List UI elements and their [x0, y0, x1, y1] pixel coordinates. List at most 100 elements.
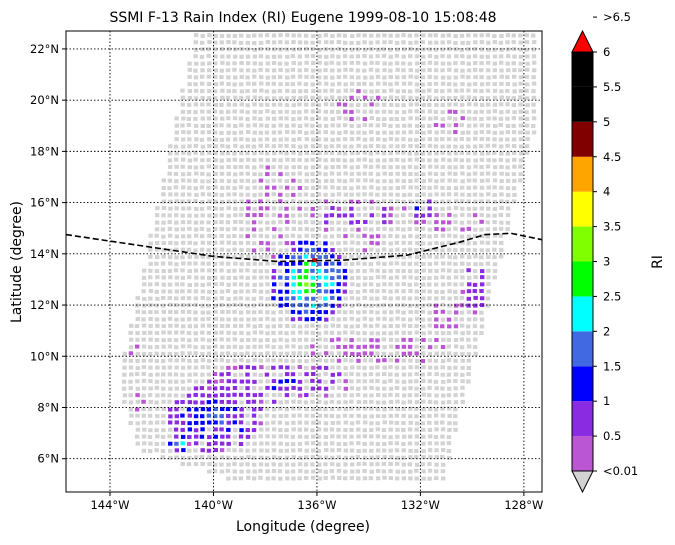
no-rain-pixel: [246, 317, 251, 322]
no-rain-pixel: [141, 420, 147, 425]
rain-pixel: [226, 400, 231, 405]
no-rain-pixel: [291, 420, 296, 425]
no-rain-pixel: [375, 303, 381, 308]
no-rain-pixel: [193, 365, 199, 370]
no-rain-pixel: [219, 75, 224, 80]
no-rain-pixel: [343, 462, 348, 467]
no-rain-pixel: [446, 400, 452, 405]
no-rain-pixel: [316, 185, 322, 190]
no-rain-pixel: [278, 96, 284, 101]
no-rain-pixel: [194, 282, 199, 287]
no-rain-pixel: [453, 317, 458, 322]
no-rain-pixel: [453, 137, 458, 142]
no-rain-pixel: [206, 365, 211, 370]
no-rain-pixel: [473, 262, 478, 267]
no-rain-pixel: [408, 109, 413, 114]
no-rain-pixel: [342, 317, 348, 322]
no-rain-pixel: [525, 103, 530, 108]
rain-pixel: [362, 117, 368, 122]
no-rain-pixel: [233, 95, 238, 100]
no-rain-pixel: [134, 371, 140, 376]
no-rain-pixel: [447, 255, 452, 260]
no-rain-pixel: [375, 296, 380, 301]
no-rain-pixel: [381, 331, 387, 336]
no-rain-pixel: [440, 282, 446, 287]
no-rain-pixel: [304, 233, 309, 238]
no-rain-pixel: [265, 179, 270, 184]
no-rain-pixel: [421, 143, 426, 148]
no-rain-pixel: [401, 199, 406, 204]
no-rain-pixel: [323, 88, 328, 93]
no-rain-pixel: [316, 75, 322, 80]
no-rain-pixel: [239, 469, 244, 474]
no-rain-pixel: [382, 420, 387, 425]
rain-pixel: [479, 296, 485, 301]
no-rain-pixel: [505, 81, 511, 86]
no-rain-pixel: [505, 95, 511, 100]
no-rain-pixel: [349, 130, 355, 135]
rain-pixel: [239, 407, 244, 412]
no-rain-pixel: [336, 164, 341, 169]
no-rain-pixel: [356, 406, 361, 411]
no-rain-pixel: [342, 123, 348, 128]
no-rain-pixel: [199, 151, 205, 156]
no-rain-pixel: [446, 337, 452, 342]
no-rain-pixel: [363, 276, 368, 281]
no-rain-pixel: [433, 407, 439, 412]
no-rain-pixel: [394, 393, 400, 398]
rain-pixel: [337, 372, 342, 377]
no-rain-pixel: [194, 254, 199, 259]
no-rain-pixel: [337, 81, 342, 86]
no-rain-pixel: [486, 75, 491, 80]
no-rain-pixel: [290, 442, 296, 447]
no-rain-pixel: [362, 295, 367, 300]
no-rain-pixel: [388, 358, 393, 363]
no-rain-pixel: [161, 317, 166, 322]
no-rain-pixel: [512, 192, 517, 197]
rain-pixel: [323, 199, 329, 204]
no-rain-pixel: [213, 178, 218, 183]
no-rain-pixel: [128, 386, 133, 391]
no-rain-pixel: [355, 469, 361, 474]
no-rain-pixel: [433, 75, 439, 80]
no-rain-pixel: [271, 455, 277, 460]
no-rain-pixel: [505, 123, 511, 128]
no-rain-pixel: [388, 192, 394, 197]
no-rain-pixel: [427, 95, 432, 100]
no-rain-pixel: [297, 74, 303, 79]
rain-pixel: [180, 434, 186, 439]
no-rain-pixel: [382, 171, 387, 176]
no-rain-pixel: [440, 178, 445, 183]
no-rain-pixel: [278, 330, 283, 335]
no-rain-pixel: [207, 144, 212, 149]
no-rain-pixel: [343, 116, 348, 121]
no-rain-pixel: [401, 75, 407, 80]
no-rain-pixel: [401, 476, 407, 481]
rain-pixel: [324, 261, 329, 266]
no-rain-pixel: [160, 393, 166, 398]
no-rain-pixel: [193, 116, 198, 121]
rain-pixel: [199, 434, 205, 439]
no-rain-pixel: [239, 248, 244, 253]
no-rain-pixel: [213, 254, 218, 259]
no-rain-pixel: [356, 275, 361, 280]
no-rain-pixel: [492, 116, 497, 121]
rain-pixel: [310, 247, 316, 252]
rain-pixel: [323, 310, 329, 315]
no-rain-pixel: [336, 365, 341, 370]
no-rain-pixel: [408, 185, 413, 190]
no-rain-pixel: [459, 234, 465, 239]
no-rain-pixel: [258, 33, 263, 38]
chart-title: SSMI F-13 Rain Index (RI) Eugene 1999-08…: [109, 10, 496, 26]
no-rain-pixel: [265, 365, 270, 370]
no-rain-pixel: [459, 323, 465, 328]
no-rain-pixel: [246, 455, 251, 460]
no-rain-pixel: [245, 178, 250, 183]
no-rain-pixel: [407, 247, 413, 252]
no-rain-pixel: [356, 254, 361, 259]
no-rain-pixel: [187, 185, 192, 190]
no-rain-pixel: [453, 34, 458, 39]
no-rain-pixel: [460, 261, 465, 266]
no-rain-pixel: [498, 40, 504, 45]
no-rain-pixel: [330, 365, 335, 370]
